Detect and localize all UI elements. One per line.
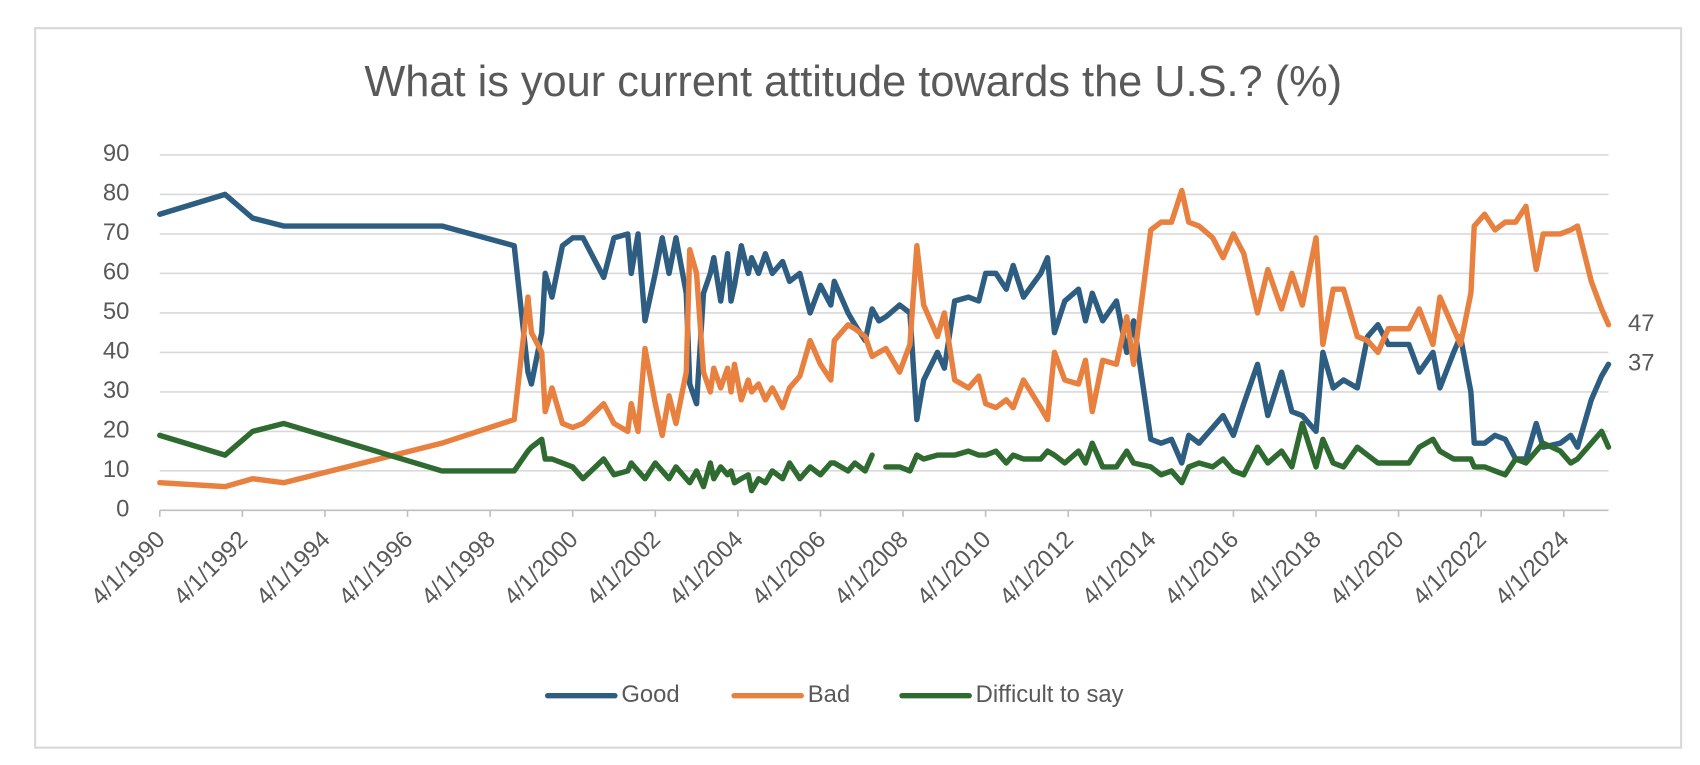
y-tick-label: 80 — [103, 180, 130, 207]
y-tick-label: 30 — [103, 377, 130, 404]
series-line — [157, 187, 1612, 490]
chart-title: What is your current attitude towards th… — [364, 58, 1342, 106]
y-tick-label: 90 — [103, 140, 130, 167]
series-line — [883, 420, 1612, 486]
y-tick-label: 50 — [103, 298, 130, 325]
series-line — [157, 191, 1612, 466]
series-line — [157, 420, 875, 494]
legend-label: Good — [621, 681, 679, 708]
y-tick-label: 10 — [103, 456, 130, 483]
y-tick-label: 20 — [103, 417, 130, 444]
data-label: 47 — [1628, 310, 1655, 337]
data-label: 37 — [1628, 350, 1655, 377]
legend-label: Difficult to say — [976, 681, 1124, 708]
y-tick-label: 40 — [103, 338, 130, 365]
chart-border — [34, 27, 1683, 749]
y-tick-label: 0 — [116, 496, 129, 523]
legend-label: Bad — [808, 681, 850, 708]
y-tick-label: 70 — [103, 219, 130, 246]
y-tick-label: 60 — [103, 259, 130, 286]
